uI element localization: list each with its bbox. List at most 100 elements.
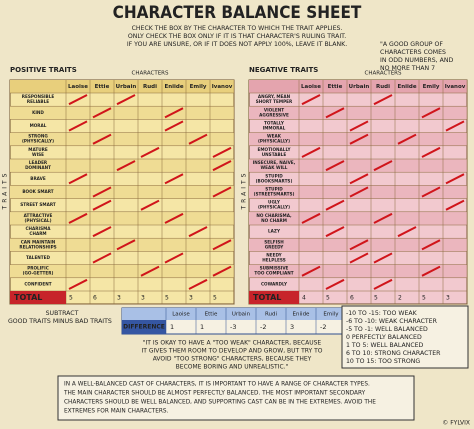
total-bg <box>10 291 66 304</box>
table-head <box>249 80 467 93</box>
character-name: Urbain <box>116 84 137 90</box>
trait-label: CHARISMA <box>25 226 51 231</box>
note-line: IT GIVES THEM ROOM TO DEVELOP AND GROW, … <box>142 348 323 355</box>
side-note: "A GOOD GROUP OF <box>380 41 443 48</box>
side-note: IN ODD NUMBERS, AND <box>380 57 453 64</box>
trait-label: (PHYSICAL) <box>25 218 52 223</box>
character-name: Rudi <box>143 84 157 90</box>
trait-label: COWARDLY <box>261 281 288 286</box>
trait-label: VIOLENT <box>264 107 284 112</box>
trait-label: WEAK WILL <box>261 165 288 170</box>
check-mark <box>92 133 112 145</box>
check-mark <box>68 120 88 132</box>
scale-line: 6 TO 10: STRONG CHARACTER <box>346 350 441 357</box>
trait-label: RELATIONSHIPS <box>19 244 56 249</box>
check-mark <box>301 146 321 158</box>
check-mark <box>349 239 369 251</box>
check-mark <box>349 120 369 132</box>
footer-line: IN A WELL-BALANCED CAST OF CHARACTERS, I… <box>64 382 370 388</box>
trait-label: UNSTABLE <box>262 152 287 157</box>
trait-label: BOOK SMART <box>22 189 53 194</box>
total-value: 6 <box>350 295 354 302</box>
character-name: Urbain <box>232 312 251 318</box>
check-mark <box>164 107 184 119</box>
scale-line: 0 PERFECTLY BALANCED <box>346 334 422 341</box>
character-name: Emily <box>190 84 207 90</box>
check-mark <box>301 265 321 277</box>
scale-line: -6 TO -10: WEAK CHARACTER <box>346 318 438 325</box>
check-mark <box>421 186 441 198</box>
instruction: IF YOU ARE UNSURE, OR IF IT DOES NOT APP… <box>127 41 347 48</box>
check-mark <box>421 265 441 277</box>
trait-label: ATTRACTIVE <box>24 213 53 218</box>
trait-label: NO CHARM <box>261 218 287 223</box>
check-mark <box>92 226 112 238</box>
total-value: 5 <box>213 295 217 302</box>
row-shade <box>249 159 467 173</box>
trait-label: NEEDY <box>266 253 282 258</box>
difference-instruction: GOOD TRAITS MINUS BAD TRAITS <box>8 318 112 325</box>
check-mark <box>325 278 345 290</box>
check-mark <box>325 199 345 211</box>
check-mark <box>140 265 160 277</box>
check-mark <box>373 278 393 290</box>
total-value: 3 <box>189 295 193 302</box>
note-line: AVOID "TOO STRONG" CHARACTERS, BECAUSE T… <box>153 356 312 363</box>
check-mark <box>212 160 232 172</box>
character-name: Rudi <box>265 312 278 318</box>
columns-label: CHARACTERS <box>365 71 402 77</box>
trait-label: MATURE <box>28 147 48 152</box>
check-mark <box>397 133 417 145</box>
total-value: 3 <box>141 295 145 302</box>
trait-label: (PHYSICALLY) <box>22 139 54 144</box>
total-value: 5 <box>374 295 378 302</box>
trait-label: SHORT TEMPER <box>256 99 293 104</box>
trait-label: LAZY <box>268 229 281 234</box>
trait-label: UGLY <box>268 200 281 205</box>
check-mark <box>397 226 417 238</box>
character-name: Urbain <box>349 84 370 90</box>
check-mark <box>349 173 369 185</box>
check-mark <box>92 199 112 211</box>
trait-label: (BOOKSMARTS) <box>256 178 293 183</box>
footer-line: THE MAIN CHARACTER SHOULD BE ALMOST PERF… <box>63 391 366 397</box>
trait-label: STREET SMART <box>20 202 56 207</box>
check-mark <box>116 160 136 172</box>
total-value: 3 <box>117 295 121 302</box>
total-value: 5 <box>422 295 426 302</box>
note-line: BECOME BORING AND UNREALISTIC." <box>176 364 289 371</box>
trait-label: EMOTIONALLY <box>257 147 291 152</box>
trait-label: IMMORAL <box>263 126 286 131</box>
trait-label: AGGRESSIVE <box>259 112 289 117</box>
difference-value: -3 <box>230 323 236 331</box>
check-mark <box>164 173 184 185</box>
check-mark <box>445 120 465 132</box>
total-value: 2 <box>398 295 402 302</box>
check-mark <box>212 146 232 158</box>
character-name: Ettie <box>205 312 218 318</box>
difference-value: 1 <box>170 323 174 331</box>
total-label: TOTAL <box>253 293 281 302</box>
trait-label: CONFIDENT <box>24 281 51 286</box>
note-line: "IT IS OKAY TO HAVE A "TOO WEAK" CHARACT… <box>143 340 322 347</box>
character-name: Eniide <box>397 84 416 90</box>
difference-value: -2 <box>260 323 266 331</box>
character-name: Ettie <box>95 84 110 90</box>
trait-label: WISE <box>32 152 44 157</box>
trait-label: TALENTED <box>26 255 51 260</box>
check-mark <box>116 239 136 251</box>
character-name: Emily <box>423 84 440 90</box>
check-mark <box>68 212 88 224</box>
difference-head <box>122 308 376 320</box>
trait-label: (PHYSICALLY) <box>258 139 290 144</box>
trait-label: DOMINANT <box>25 165 51 170</box>
trait-label: ANGRY, MEAN <box>258 94 291 99</box>
total-value: 4 <box>302 295 306 302</box>
character-name: Laoise <box>172 312 190 318</box>
check-mark <box>188 226 208 238</box>
trait-label: CAN MAINTAIN <box>21 239 56 244</box>
check-mark <box>373 94 393 106</box>
instruction: CHECK THE BOX BY THE CHARACTER TO WHICH … <box>132 25 343 32</box>
difference-label-bg <box>122 320 166 334</box>
check-mark <box>164 120 184 132</box>
